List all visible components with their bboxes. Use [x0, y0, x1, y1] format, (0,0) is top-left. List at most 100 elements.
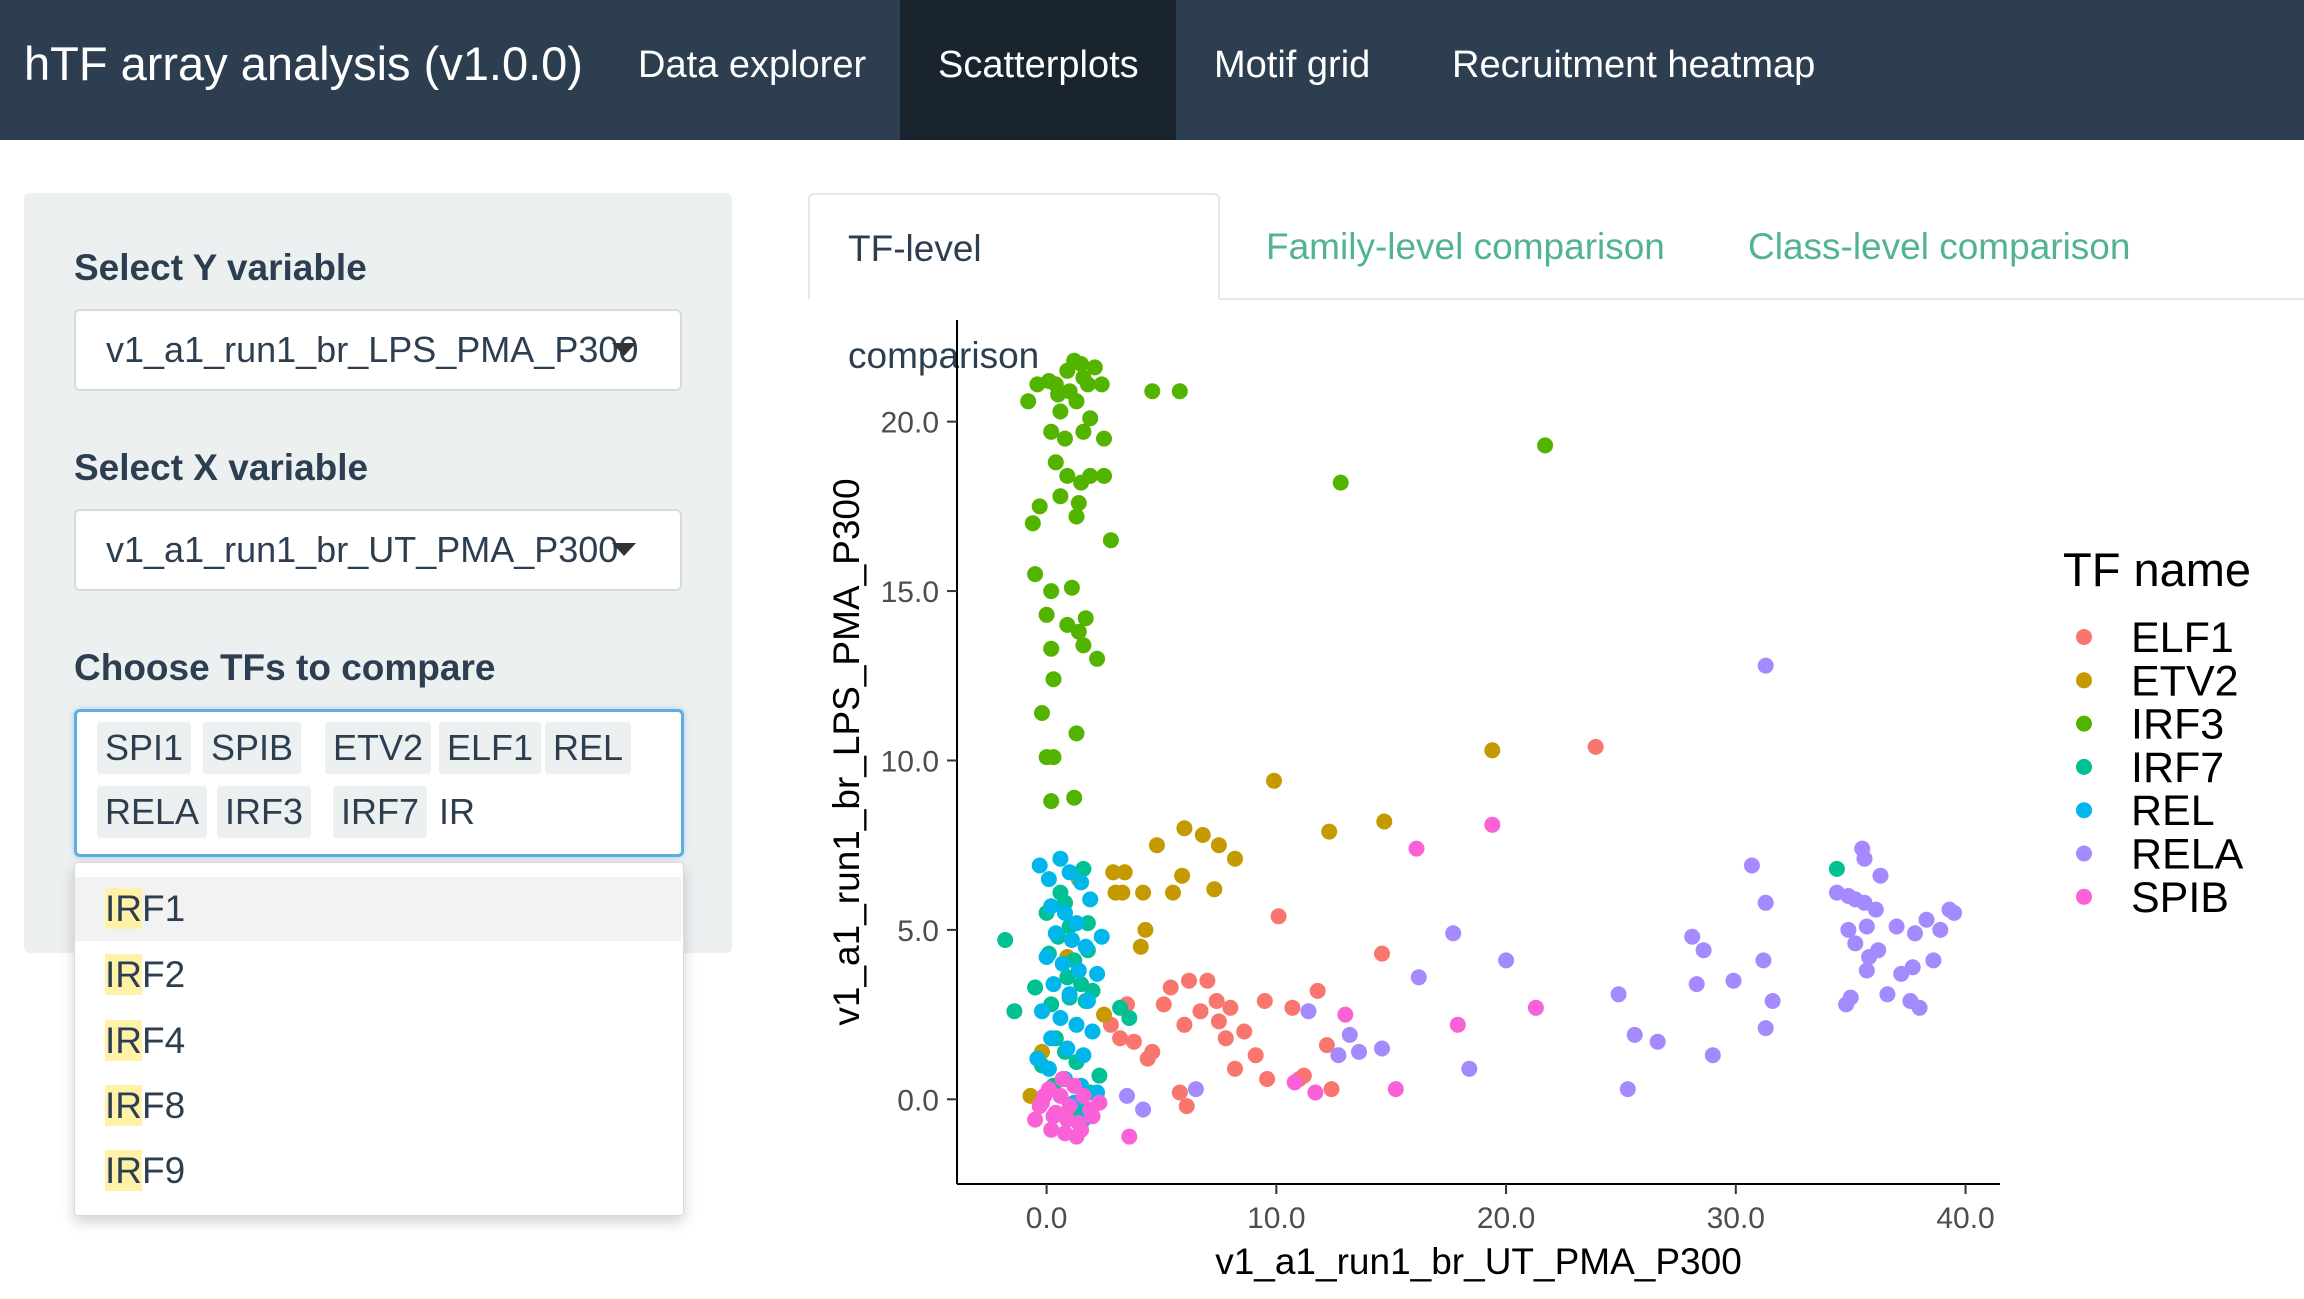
y-tick-label: 5.0 — [897, 915, 939, 948]
legend-label: ETV2 — [2131, 657, 2239, 705]
tf-search-text[interactable]: IR — [439, 791, 475, 832]
tf-chip[interactable]: ELF1 — [439, 722, 542, 774]
data-point — [1040, 373, 1057, 389]
data-point — [1757, 1020, 1774, 1037]
y-variable-value: v1_a1_run1_br_LPS_PMA_P300 — [106, 329, 639, 370]
data-point — [1208, 993, 1225, 1009]
data-point — [1861, 949, 1878, 965]
x-tick-label: 30.0 — [1707, 1202, 1765, 1235]
data-point — [1376, 813, 1393, 830]
data-point — [1061, 864, 1078, 881]
data-point — [1321, 823, 1338, 840]
dropdown-option[interactable]: IRF8 — [75, 1074, 681, 1138]
tf-chip[interactable]: RELA — [97, 786, 208, 838]
tf-chip[interactable]: SPI1 — [97, 722, 192, 774]
dropdown-option[interactable]: IRF4 — [75, 1009, 681, 1073]
tf-chip[interactable]: IRF3 — [217, 786, 312, 838]
data-point — [1649, 1033, 1666, 1050]
tab-class-level[interactable]: Class-level comparison — [1748, 226, 2131, 267]
data-point — [1911, 999, 1928, 1016]
nav-tab-recruitment-heatmap[interactable]: Recruitment heatmap — [1452, 44, 1816, 86]
data-point — [1259, 1071, 1276, 1087]
data-point — [1112, 1030, 1129, 1047]
x-variable-select[interactable]: v1_a1_run1_br_UT_PMA_P300 — [74, 509, 682, 591]
data-point — [1537, 437, 1554, 454]
data-point — [1121, 1010, 1138, 1026]
tab-tf-level[interactable]: TF-level comparison — [808, 193, 1220, 376]
data-point — [1036, 1087, 1053, 1104]
data-point — [1619, 1081, 1636, 1098]
x-tick-label: 0.0 — [1026, 1202, 1068, 1235]
data-point — [1137, 921, 1154, 938]
nav-tab-data-explorer[interactable]: Data explorer — [638, 44, 867, 86]
data-point — [1027, 979, 1044, 996]
data-point — [1052, 403, 1069, 420]
legend-key — [2076, 629, 2092, 645]
data-point — [1116, 864, 1133, 881]
data-point — [1286, 1074, 1303, 1091]
data-point — [1045, 1108, 1062, 1125]
data-point — [1082, 467, 1099, 484]
data-point — [1091, 1094, 1108, 1111]
option-match: IR — [105, 888, 142, 929]
y-variable-select[interactable]: v1_a1_run1_br_LPS_PMA_P300 — [74, 309, 682, 391]
data-point — [1070, 623, 1087, 640]
data-point — [1052, 1087, 1069, 1104]
data-point — [1178, 1098, 1195, 1115]
data-point — [1052, 488, 1069, 505]
dropdown-option[interactable]: IRF9 — [75, 1139, 681, 1203]
data-point — [1828, 860, 1845, 877]
chevron-down-icon — [612, 343, 636, 356]
data-point — [1330, 1047, 1347, 1064]
dropdown-option[interactable]: IRF1 — [75, 877, 681, 941]
data-point — [1210, 837, 1227, 854]
y-tick-label: 15.0 — [881, 576, 939, 609]
data-point — [1047, 925, 1064, 942]
data-point — [1075, 1087, 1092, 1104]
data-point — [1075, 637, 1092, 654]
data-point — [1084, 1023, 1101, 1040]
data-point — [1284, 999, 1301, 1016]
tf-chip[interactable]: ETV2 — [325, 722, 432, 774]
data-point — [1176, 820, 1193, 837]
data-point — [1688, 976, 1705, 993]
data-point — [1351, 1043, 1367, 1060]
data-point — [1222, 999, 1239, 1016]
tf-chip[interactable]: SPIB — [203, 722, 302, 774]
data-point — [1089, 650, 1106, 667]
data-point — [1165, 884, 1181, 901]
data-point — [1307, 1084, 1324, 1101]
data-point — [1057, 430, 1073, 447]
data-point — [1498, 952, 1515, 969]
legend-key — [2076, 802, 2092, 819]
x-tick-label: 40.0 — [1936, 1202, 1994, 1235]
y-variable-label: Select Y variable — [74, 247, 367, 288]
data-point — [1038, 949, 1055, 965]
data-point — [1096, 430, 1112, 447]
legend-label: ELF1 — [2131, 614, 2234, 662]
y-tick-label: 20.0 — [881, 407, 939, 440]
tf-multiselect-input[interactable]: SPI1 SPIB ETV2 ELF1 REL RELA IRF3 IRF7 I… — [74, 709, 684, 857]
data-point — [1374, 1040, 1390, 1057]
tf-chip[interactable]: REL — [545, 722, 632, 774]
data-point — [1171, 1084, 1188, 1101]
x-axis-title: v1_a1_run1_br_UT_PMA_P300 — [1215, 1241, 1742, 1282]
data-point — [1461, 1060, 1478, 1077]
data-point — [1061, 1098, 1078, 1115]
data-point — [1063, 579, 1080, 596]
tf-chip[interactable]: IRF7 — [333, 786, 428, 838]
data-point — [1119, 1087, 1135, 1104]
data-point — [1144, 1043, 1161, 1060]
data-point — [1075, 860, 1092, 877]
tab-family-level[interactable]: Family-level comparison — [1266, 226, 1665, 267]
nav-tab-motif-grid[interactable]: Motif grid — [1214, 44, 1371, 86]
data-point — [1077, 610, 1094, 627]
dropdown-option[interactable]: IRF2 — [75, 943, 681, 1007]
data-point — [1107, 884, 1124, 901]
option-rest: F2 — [142, 954, 186, 995]
data-point — [1918, 911, 1935, 928]
data-point — [1125, 1033, 1142, 1050]
data-point — [1096, 467, 1112, 484]
nav-tab-scatterplots[interactable]: Scatterplots — [900, 0, 1176, 140]
